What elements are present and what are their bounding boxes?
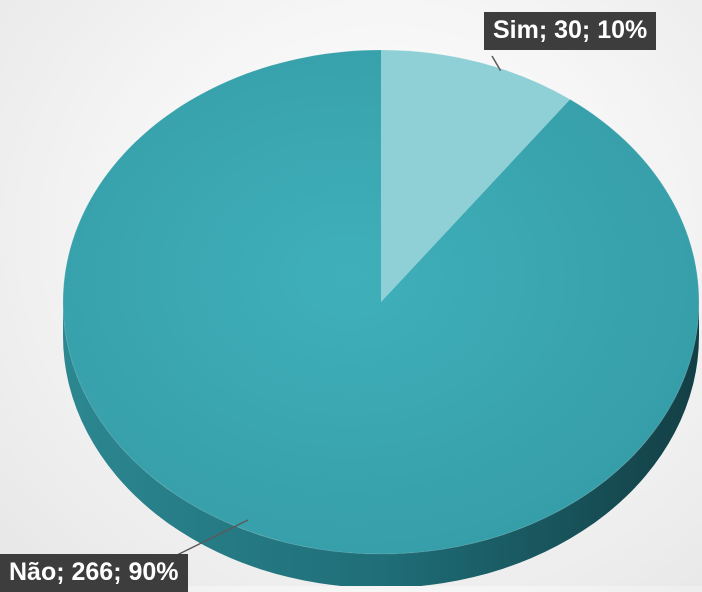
data-label-nao: Não; 266; 90% xyxy=(0,554,188,592)
pie-rim xyxy=(62,49,700,555)
slices-layer xyxy=(62,49,700,588)
leader-line-sim xyxy=(491,55,502,72)
data-label-sim: Sim; 30; 10% xyxy=(484,12,657,50)
leader-line-nao xyxy=(174,519,249,557)
pie-slice-nao xyxy=(62,50,699,554)
pie-slice-sim xyxy=(381,50,571,302)
